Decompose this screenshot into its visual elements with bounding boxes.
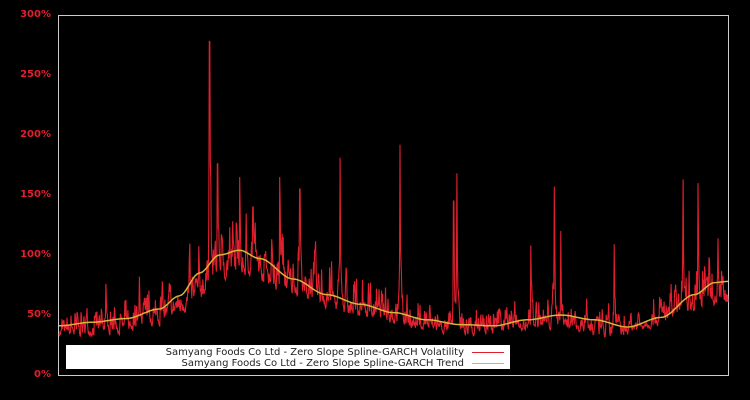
y-tick-label: 250% — [20, 69, 51, 80]
legend-swatch-volatility — [472, 351, 504, 353]
legend-label-volatility: Samyang Foods Co Ltd - Zero Slope Spline… — [165, 346, 464, 358]
y-tick-label: 150% — [20, 189, 51, 200]
y-tick-label: 200% — [20, 129, 51, 140]
chart-legend: Samyang Foods Co Ltd - Zero Slope Spline… — [66, 345, 510, 369]
legend-item-trend: Samyang Foods Co Ltd - Zero Slope Spline… — [181, 357, 504, 369]
y-tick-label: 0% — [34, 369, 51, 380]
legend-swatch-trend — [472, 362, 504, 364]
y-tick-label: 100% — [20, 249, 51, 260]
y-tick-label: 50% — [27, 309, 51, 320]
plot-area-border — [58, 15, 729, 376]
y-tick-label: 300% — [20, 9, 51, 20]
trend-series — [59, 249, 729, 328]
legend-label-trend: Samyang Foods Co Ltd - Zero Slope Spline… — [181, 357, 465, 369]
volatility-series — [58, 40, 729, 338]
legend-item-volatility: Samyang Foods Co Ltd - Zero Slope Spline… — [166, 346, 504, 358]
